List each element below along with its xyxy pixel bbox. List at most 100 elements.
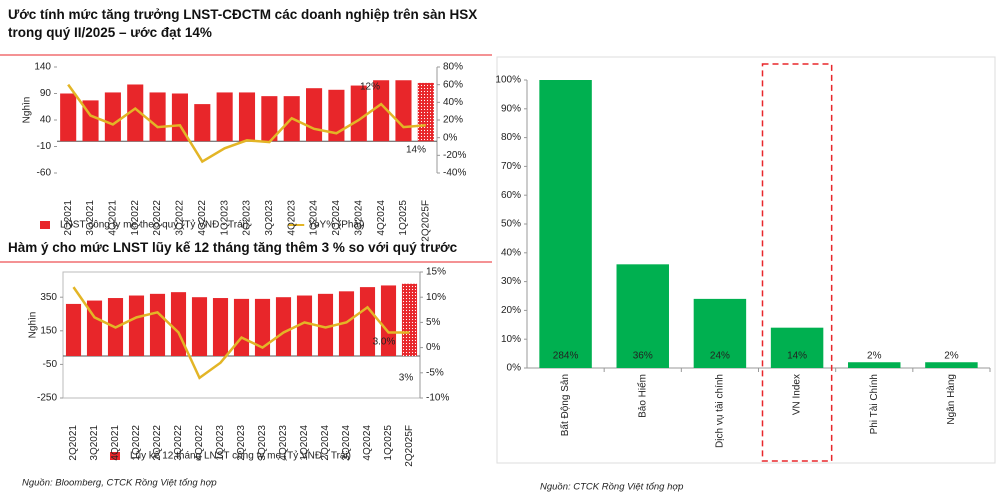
x-tick-label: 4Q2022 xyxy=(194,425,205,461)
x-tick-label: Bất Động Sản xyxy=(559,374,571,436)
bar xyxy=(373,80,390,142)
x-tick-label: Ngân Hàng xyxy=(946,374,957,425)
y-tick-label: 20% xyxy=(501,305,521,316)
bar xyxy=(693,298,747,368)
bar xyxy=(212,298,229,356)
legend-label: LNST công ty mẹ theo quý (Tỷ VNĐ - Trái) xyxy=(60,219,248,231)
bar xyxy=(401,283,418,356)
y2-tick-label: 5% xyxy=(426,317,441,328)
x-tick-label: 1Q2025 xyxy=(398,200,409,236)
y-axis-label: Nghìn xyxy=(28,312,39,339)
bar xyxy=(233,298,250,356)
x-tick-label: 4Q2021 xyxy=(108,200,119,236)
x-tick-label: 2Q2022 xyxy=(152,200,163,236)
source: Nguồn: CTCK Rồng Việt tổng hợp xyxy=(540,482,683,493)
y-tick-label: 140 xyxy=(34,62,51,73)
chart-title: Hàm ý cho mức LNST lũy kế 12 tháng tăng … xyxy=(8,240,458,255)
y-tick-label: 40% xyxy=(501,247,521,258)
value-label: 2% xyxy=(944,351,959,362)
x-tick-label: 1Q2024 xyxy=(299,425,310,461)
line-series xyxy=(67,83,426,164)
bar xyxy=(191,297,208,356)
value-label: 14% xyxy=(787,351,807,362)
y2-tick-label: 20% xyxy=(443,115,463,126)
y-tick-label: 50% xyxy=(501,219,521,230)
y2-tick-label: 10% xyxy=(426,292,446,303)
x-tick-label: 2Q2024 xyxy=(320,425,331,461)
bar xyxy=(194,104,211,142)
x-tick-label: 2Q2025F xyxy=(404,425,415,467)
y-tick-label: 60% xyxy=(501,190,521,201)
bar xyxy=(380,285,397,356)
bar xyxy=(616,264,669,368)
bar xyxy=(86,300,103,356)
bar xyxy=(848,362,901,368)
bar xyxy=(296,295,313,356)
bar xyxy=(317,293,334,356)
x-tick-label: 2Q2024 xyxy=(331,200,342,236)
line-series xyxy=(72,286,410,380)
bar xyxy=(306,88,323,142)
y-tick-label: 90% xyxy=(501,103,521,114)
legend-swatch xyxy=(40,221,50,229)
bar xyxy=(104,92,121,142)
x-tick-label: 4Q2022 xyxy=(197,200,208,236)
x-tick-label: 1Q2022 xyxy=(130,200,141,236)
y-tick-label: 10% xyxy=(501,334,521,345)
y2-tick-label: -5% xyxy=(426,367,444,378)
y2-tick-label: 0% xyxy=(443,132,458,143)
bar xyxy=(65,303,82,356)
chart-title: Ước tính mức tăng trưởng LNST-CĐCTM các … xyxy=(8,7,478,40)
bar xyxy=(417,82,434,142)
highlight-box xyxy=(761,63,833,462)
y-tick-label: 40 xyxy=(40,115,52,126)
source: Nguồn: Bloomberg, CTCK Rồng Việt tổng hợ… xyxy=(22,478,217,489)
x-tick-label: 1Q2025 xyxy=(383,425,394,461)
x-tick-label: 2Q2021 xyxy=(63,200,74,236)
bar xyxy=(149,92,166,142)
bars xyxy=(539,80,978,368)
bar xyxy=(171,93,188,142)
y2-tick-label: 0% xyxy=(426,342,441,353)
y-tick-label: -60 xyxy=(37,168,52,179)
x-tick-label: 4Q2023 xyxy=(286,200,297,236)
x-tick-label: 3Q2024 xyxy=(341,425,352,461)
y-tick-label: 30% xyxy=(501,276,521,287)
y2-tick-label: -20% xyxy=(443,150,466,161)
bar xyxy=(238,92,256,142)
x-tick-label: 4Q2023 xyxy=(278,425,289,461)
x-tick-label: 3Q2021 xyxy=(85,200,96,236)
y-tick-label: 350 xyxy=(40,292,57,303)
bar xyxy=(149,293,166,356)
legend-label: YoY% (Phải) xyxy=(308,220,364,231)
x-tick-label: 3Q2021 xyxy=(89,425,100,461)
value-label: 24% xyxy=(710,351,730,362)
x-tick-label: 2Q2023 xyxy=(242,200,253,236)
bar xyxy=(60,93,77,142)
bar xyxy=(350,85,367,142)
x-tick-label: 4Q2024 xyxy=(362,425,373,461)
y2-tick-label: 40% xyxy=(443,97,463,108)
y-tick-label: -50 xyxy=(43,359,58,370)
x-tick-label: 2Q2021 xyxy=(68,425,79,461)
bar xyxy=(395,80,412,142)
annotation: 12% xyxy=(360,82,380,93)
x-tick-label: 1Q2023 xyxy=(215,425,226,461)
x-tick-label: 3Q2023 xyxy=(264,200,275,236)
x-tick-label: 3Q2022 xyxy=(175,200,186,236)
bar xyxy=(359,287,376,356)
y-axis-label: Nghìn xyxy=(22,97,33,124)
legend-swatch xyxy=(110,452,120,460)
bar xyxy=(539,80,592,368)
x-tick-label: 1Q2024 xyxy=(309,200,320,236)
bar xyxy=(770,327,824,368)
bar xyxy=(254,298,271,356)
bar xyxy=(328,89,345,142)
bar xyxy=(925,362,978,368)
y-tick-label: 70% xyxy=(501,161,521,172)
x-tick-label: 1Q2023 xyxy=(219,200,230,236)
y-tick-label: 100% xyxy=(495,75,521,86)
y2-tick-label: -10% xyxy=(426,393,449,404)
